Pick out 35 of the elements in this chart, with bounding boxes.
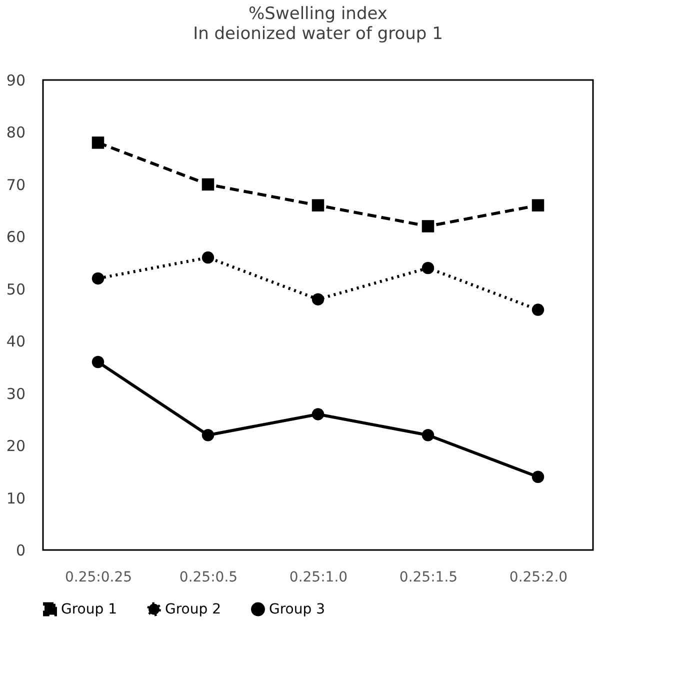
point bbox=[422, 220, 434, 232]
x-tick-label: 0.25:2.0 bbox=[509, 570, 568, 586]
x-tick-label: 0.25:1.5 bbox=[399, 570, 458, 586]
point bbox=[312, 408, 324, 420]
y-tick-label: 50 bbox=[6, 280, 26, 298]
y-tick-label: 20 bbox=[6, 437, 26, 456]
point bbox=[312, 199, 324, 212]
y-tick-label: 60 bbox=[6, 228, 26, 246]
y-tick-label: 40 bbox=[6, 332, 26, 351]
point bbox=[202, 429, 214, 442]
point bbox=[92, 136, 104, 149]
point bbox=[422, 429, 434, 442]
legend-label: Group 1 bbox=[61, 601, 117, 618]
x-tick-label: 0.25:0.5 bbox=[179, 570, 238, 586]
chart-title: %Swelling index bbox=[248, 4, 388, 24]
x-tick-label: 0.25:1.0 bbox=[289, 570, 348, 586]
y-tick-label: 80 bbox=[6, 124, 26, 142]
point bbox=[92, 272, 104, 285]
y-tick-label: 0 bbox=[16, 542, 26, 560]
point bbox=[202, 178, 214, 191]
x-tick-label: 0.25:0.25 bbox=[64, 570, 132, 586]
point bbox=[532, 304, 544, 316]
point bbox=[422, 262, 434, 274]
y-tick-label: 90 bbox=[6, 72, 26, 90]
y-tick-label: 10 bbox=[6, 489, 26, 508]
point bbox=[202, 251, 214, 264]
point bbox=[92, 356, 104, 368]
y-tick-label: 30 bbox=[6, 384, 26, 403]
point bbox=[532, 470, 544, 483]
chart-subtitle: In deionized water of group 1 bbox=[193, 24, 443, 44]
point bbox=[312, 293, 324, 306]
legend-label: Group 2 bbox=[165, 601, 221, 618]
legend-label: Group 3 bbox=[269, 601, 325, 618]
y-tick-label: 70 bbox=[6, 176, 26, 194]
point bbox=[532, 199, 544, 212]
